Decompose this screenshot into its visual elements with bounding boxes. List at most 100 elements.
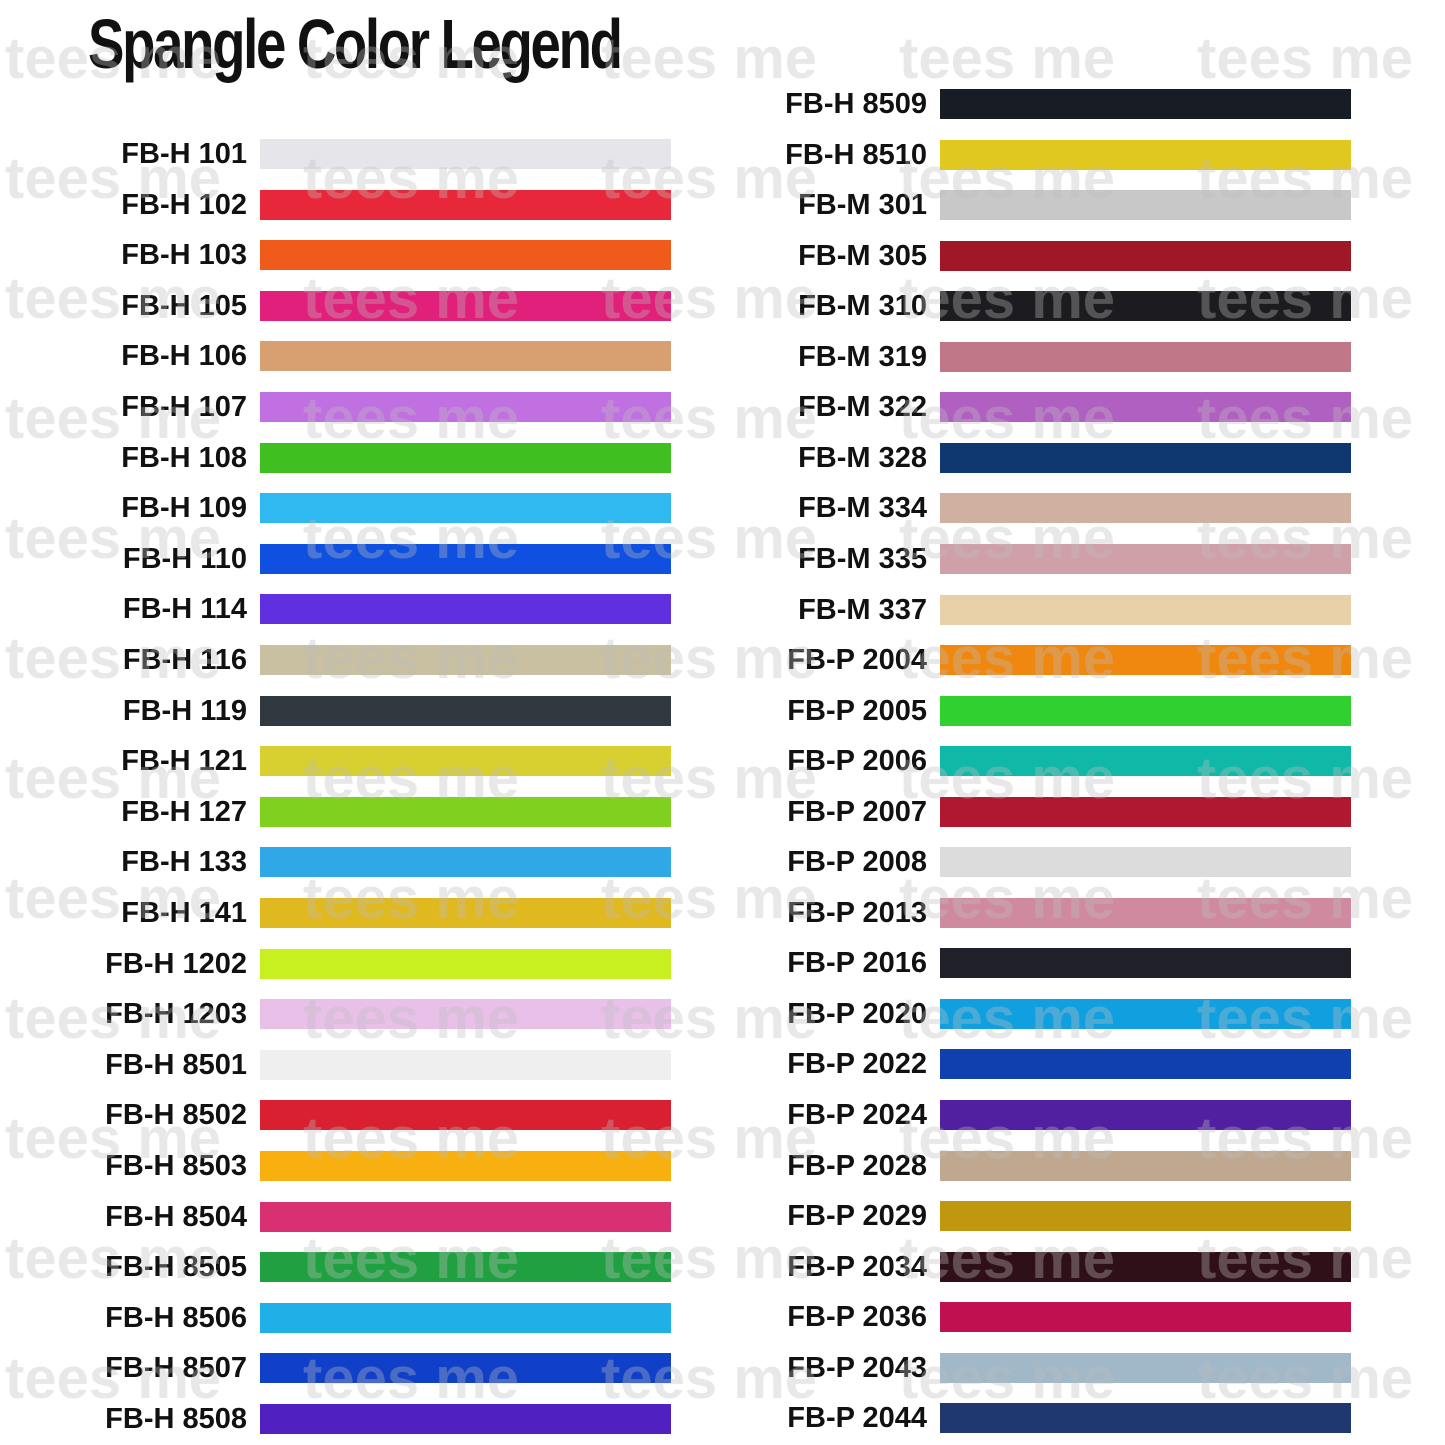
color-label: FB-P 2028 bbox=[787, 1149, 927, 1182]
color-label: FB-H 114 bbox=[122, 593, 247, 626]
color-swatch bbox=[260, 240, 671, 271]
color-swatch bbox=[260, 1100, 671, 1131]
color-swatch bbox=[260, 948, 671, 979]
color-label: FB-H 8507 bbox=[105, 1352, 247, 1385]
color-swatch bbox=[260, 139, 671, 169]
color-label: FB-P 2020 bbox=[787, 997, 927, 1030]
color-label: FB-H 127 bbox=[121, 795, 247, 828]
color-swatch bbox=[940, 897, 1351, 928]
color-swatch bbox=[260, 1201, 671, 1232]
color-swatch bbox=[940, 695, 1351, 726]
color-swatch bbox=[940, 1150, 1351, 1181]
color-swatch bbox=[260, 341, 671, 372]
color-swatch bbox=[940, 89, 1351, 119]
color-label: FB-H 8510 bbox=[785, 138, 927, 171]
color-swatch bbox=[940, 493, 1351, 524]
color-label: FB-H 8508 bbox=[105, 1403, 247, 1435]
color-swatch bbox=[940, 1302, 1351, 1333]
color-label: FB-M 337 bbox=[798, 593, 927, 626]
color-swatch bbox=[940, 291, 1351, 322]
color-swatch bbox=[260, 645, 671, 675]
color-label: FB-H 119 bbox=[122, 694, 247, 727]
color-label: FB-P 2029 bbox=[787, 1200, 927, 1233]
color-swatch bbox=[260, 847, 671, 878]
color-label: FB-H 8509 bbox=[785, 88, 927, 120]
color-label: FB-P 2006 bbox=[787, 745, 927, 778]
color-swatch bbox=[260, 1252, 671, 1283]
color-label: FB-H 107 bbox=[121, 391, 247, 423]
color-label: FB-P 2024 bbox=[787, 1099, 927, 1131]
color-label: FB-P 2036 bbox=[787, 1301, 927, 1334]
color-swatch bbox=[940, 1403, 1351, 1434]
color-swatch bbox=[260, 999, 671, 1030]
color-swatch bbox=[260, 796, 671, 827]
color-label: FB-M 322 bbox=[798, 391, 927, 424]
color-swatch bbox=[940, 341, 1351, 372]
color-swatch bbox=[940, 1201, 1351, 1232]
color-label: FB-P 2043 bbox=[787, 1351, 927, 1384]
color-label: FB-H 8504 bbox=[105, 1200, 247, 1233]
color-label: FB-P 2008 bbox=[787, 846, 927, 879]
color-label: FB-H 8503 bbox=[105, 1150, 247, 1182]
color-swatch bbox=[940, 1049, 1351, 1080]
color-swatch bbox=[940, 1251, 1351, 1282]
color-label: FB-M 335 bbox=[798, 542, 927, 575]
color-swatch bbox=[940, 594, 1351, 625]
color-swatch bbox=[260, 442, 671, 473]
color-label: FB-M 334 bbox=[798, 492, 927, 525]
color-swatch bbox=[260, 493, 671, 524]
title: Spangle Color Legend bbox=[88, 5, 623, 83]
color-label: FB-H 8506 bbox=[105, 1301, 247, 1334]
color-swatch bbox=[940, 796, 1351, 827]
color-label: FB-H 109 bbox=[121, 492, 247, 525]
watermark: tees me bbox=[601, 26, 818, 91]
color-swatch bbox=[940, 442, 1351, 473]
color-label: FB-P 2016 bbox=[787, 947, 927, 980]
color-label: FB-M 328 bbox=[798, 441, 927, 474]
color-swatch bbox=[940, 645, 1351, 676]
color-label: FB-H 106 bbox=[121, 340, 247, 373]
watermark: tees me bbox=[899, 26, 1116, 91]
color-swatch bbox=[260, 189, 671, 220]
color-swatch bbox=[260, 746, 671, 777]
color-label: FB-H 141 bbox=[121, 897, 247, 929]
color-label: FB-H 8502 bbox=[105, 1099, 247, 1132]
color-label: FB-P 2007 bbox=[787, 795, 927, 828]
color-swatch bbox=[260, 1302, 671, 1333]
color-swatch bbox=[260, 1049, 671, 1080]
color-label: FB-P 2013 bbox=[787, 896, 927, 929]
color-swatch bbox=[940, 847, 1351, 878]
color-label: FB-M 319 bbox=[798, 340, 927, 373]
color-label: FB-H 103 bbox=[121, 239, 247, 272]
color-swatch bbox=[260, 543, 671, 574]
color-swatch bbox=[940, 1352, 1351, 1383]
color-label: FB-H 110 bbox=[122, 542, 247, 575]
color-label: FB-M 310 bbox=[798, 290, 927, 323]
color-label: FB-H 8501 bbox=[105, 1048, 247, 1081]
color-label: FB-H 102 bbox=[121, 188, 247, 221]
color-label: FB-M 301 bbox=[798, 189, 927, 222]
color-swatch bbox=[940, 746, 1351, 777]
color-swatch bbox=[260, 1151, 671, 1181]
color-label: FB-H 1202 bbox=[105, 947, 247, 980]
color-label: FB-H 1203 bbox=[105, 998, 247, 1031]
color-swatch bbox=[260, 1353, 671, 1384]
color-swatch bbox=[940, 240, 1351, 271]
color-swatch bbox=[260, 290, 671, 321]
color-label: FB-P 2004 bbox=[787, 644, 927, 677]
color-label: FB-M 305 bbox=[798, 239, 927, 272]
color-swatch bbox=[260, 1404, 671, 1434]
color-label: FB-P 2022 bbox=[787, 1048, 927, 1081]
watermark: tees me bbox=[1197, 26, 1414, 91]
color-swatch bbox=[940, 948, 1351, 979]
color-swatch bbox=[940, 1100, 1351, 1130]
color-swatch bbox=[940, 543, 1351, 574]
color-swatch bbox=[260, 594, 671, 625]
color-swatch bbox=[940, 190, 1351, 221]
color-label: FB-H 8505 bbox=[105, 1251, 247, 1284]
color-swatch bbox=[940, 392, 1351, 423]
color-label: FB-H 116 bbox=[122, 644, 247, 676]
color-swatch bbox=[260, 695, 671, 726]
color-swatch bbox=[260, 898, 671, 928]
color-label: FB-P 2005 bbox=[787, 694, 927, 727]
